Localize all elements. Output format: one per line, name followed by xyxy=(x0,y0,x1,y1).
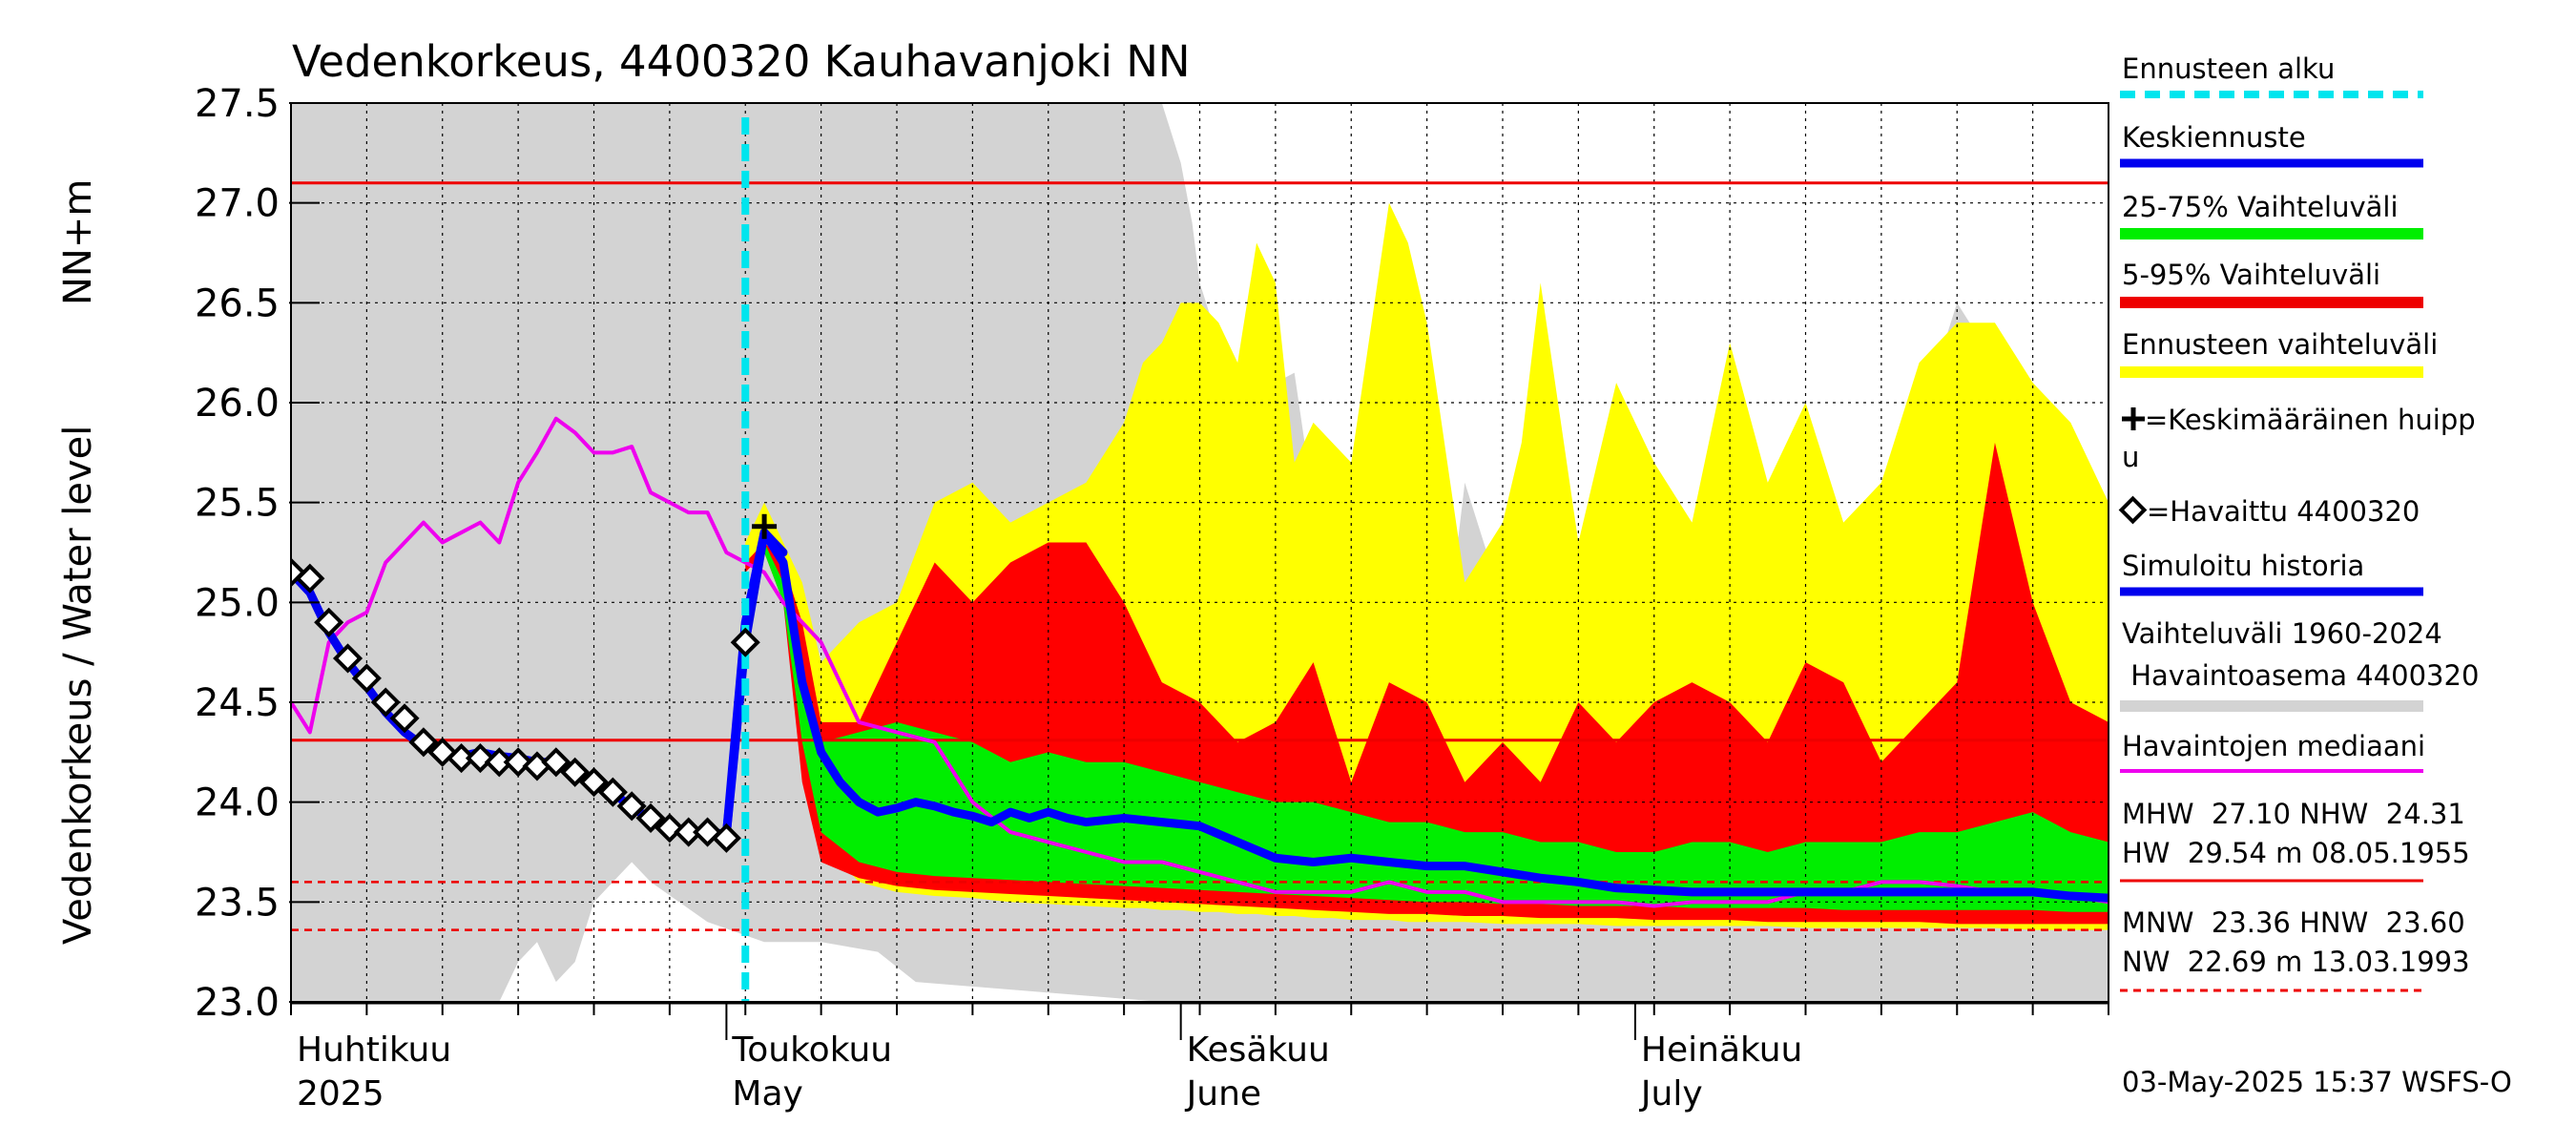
stat-mnw-hnw: MNW 23.36 HNW 23.60 xyxy=(2122,906,2465,939)
legend-label-forecast-range: Ennusteen vaihteluväli xyxy=(2122,328,2438,361)
y-tick-label: 27.0 xyxy=(195,182,280,226)
y-axis-label: Vedenkorkeus / Water level xyxy=(56,426,100,945)
observed-point xyxy=(314,607,344,637)
observed-point xyxy=(711,822,741,853)
y-tick-label: 24.0 xyxy=(195,781,280,825)
observed-point xyxy=(408,727,439,758)
observed-point xyxy=(654,813,685,843)
y-ticks-group: 23.0 23.5 24.0 24.5 25.0 25.5 26.0 26.5 27.0 27.5 xyxy=(195,82,320,1025)
observed-point xyxy=(578,767,610,798)
observed-point xyxy=(332,643,364,674)
x-month-label: Heinäkuu xyxy=(1641,1030,1802,1070)
x-month-label: Kesäkuu xyxy=(1187,1030,1330,1070)
x-month-sublabel: July xyxy=(1639,1074,1703,1114)
x-month-sublabel: June xyxy=(1185,1074,1261,1114)
y-tick-label: 26.5 xyxy=(195,281,280,325)
legend-label-observed-median: Havaintojen mediaani xyxy=(2122,730,2425,762)
legend-label-mean-forecast: Keskiennuste xyxy=(2122,121,2306,154)
statistics-block: MHW 27.10 NHW 24.31 HW 29.54 m 08.05.195… xyxy=(2120,798,2470,992)
footer-timestamp: 03-May-2025 15:37 WSFS-O xyxy=(2122,1066,2512,1098)
legend-label-mean-peak-cont: u xyxy=(2122,441,2139,473)
legend-label-forecast-start: Ennusteen alku xyxy=(2122,52,2335,85)
observed-point xyxy=(522,751,552,781)
y-tick-label: 23.0 xyxy=(195,981,280,1025)
observed-median-line xyxy=(291,416,2109,908)
observed-point xyxy=(447,743,477,774)
observed-point xyxy=(465,743,495,774)
y-tick-label: 23.5 xyxy=(195,881,280,925)
stat-mhw-nhw: MHW 27.10 NHW 24.31 xyxy=(2122,798,2465,830)
legend-observed-diamond-icon xyxy=(2118,495,2148,525)
legend-peak-icon xyxy=(2122,407,2145,430)
stat-hw: HW 29.54 m 08.05.1955 xyxy=(2122,837,2470,869)
observed-point xyxy=(389,703,420,734)
observed-point xyxy=(351,663,382,694)
observed-point xyxy=(635,802,666,833)
x-month-sublabel: May xyxy=(732,1074,802,1114)
x-month-label: Toukokuu xyxy=(731,1030,892,1070)
observed-point xyxy=(597,777,628,807)
legend-label-mean-peak: =Keskimääräinen huipp xyxy=(2145,404,2476,436)
observed-point xyxy=(541,747,571,778)
legend-label-observed: =Havaittu 4400320 xyxy=(2147,495,2420,528)
observed-point xyxy=(484,747,514,778)
grid-group xyxy=(291,102,2109,1003)
y-tick-label: 27.5 xyxy=(195,82,280,126)
legend-label-history-range-1: Vaihteluväli 1960-2024 xyxy=(2122,617,2442,650)
observed-point xyxy=(674,817,704,847)
y-tick-label: 25.0 xyxy=(195,581,280,625)
chart-title: Vedenkorkeus, 4400320 Kauhavanjoki NN xyxy=(292,36,1191,87)
observed-point xyxy=(295,563,325,593)
y-tick-label: 25.5 xyxy=(195,482,280,526)
legend-label-range-5-95: 5-95% Vaihteluväli xyxy=(2122,259,2380,291)
x-month-label: Huhtikuu xyxy=(297,1030,451,1070)
legend-label-history-range-2: Havaintoasema 4400320 xyxy=(2122,659,2479,692)
y-tick-label: 24.5 xyxy=(195,681,280,725)
y-tick-label: 26.0 xyxy=(195,382,280,426)
observed-point xyxy=(616,791,647,822)
observed-point xyxy=(503,747,533,778)
legend: Ennusteen alku Keskiennuste 25-75% Vaiht… xyxy=(2118,52,2479,773)
mean-forecast-line xyxy=(721,528,2109,903)
legend-label-simulated-history: Simuloitu historia xyxy=(2122,550,2364,582)
reference-lines-group xyxy=(291,181,2109,931)
observed-point xyxy=(370,687,401,718)
legend-label-range-25-75: 25-75% Vaihteluväli xyxy=(2122,191,2399,223)
stat-nw: NW 22.69 m 13.03.1993 xyxy=(2122,946,2470,978)
y-axis-unit-label: NN+m xyxy=(56,179,100,305)
x-month-sublabel: 2025 xyxy=(297,1074,384,1114)
observed-point xyxy=(560,757,591,787)
observed-point xyxy=(730,627,760,657)
observed-markers-group xyxy=(291,513,778,853)
